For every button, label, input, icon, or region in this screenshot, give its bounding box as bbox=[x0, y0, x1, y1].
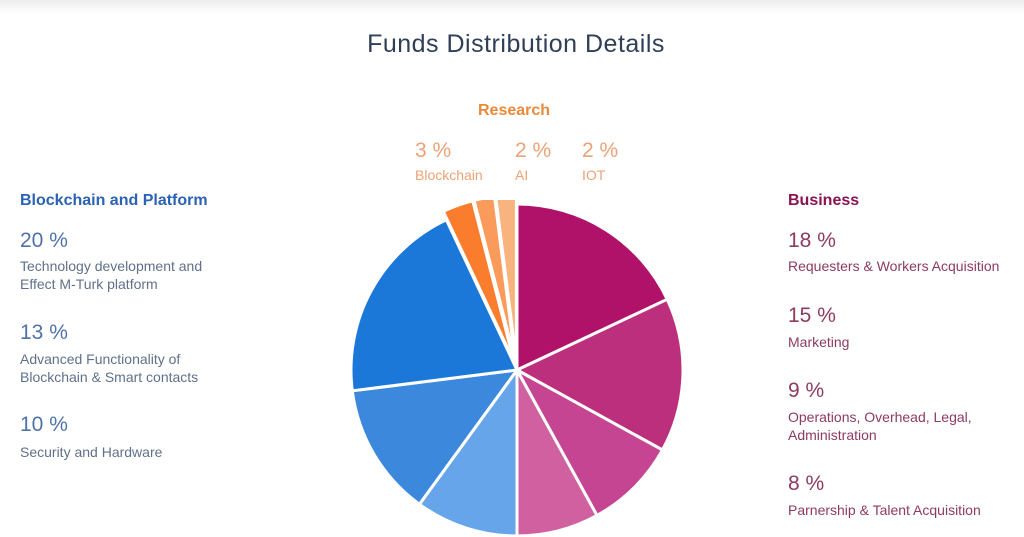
research-group-title: Research bbox=[478, 102, 551, 119]
advanced-func-desc-line1: Advanced Functionality of bbox=[20, 351, 181, 367]
pie-slice-5 bbox=[417, 368, 519, 537]
tech-dev-desc-line1: Technology development and bbox=[20, 258, 203, 274]
partnership-desc: Parnership & Talent Acquisition bbox=[788, 502, 981, 518]
funds-pie-chart bbox=[349, 200, 685, 537]
pie-slice-9 bbox=[472, 200, 517, 363]
pie-slice-1 bbox=[515, 202, 669, 372]
operations-percent: 9 % bbox=[788, 379, 825, 402]
page-title: Funds Distribution Details bbox=[367, 30, 665, 58]
research-iot-percent: 2 % bbox=[582, 139, 619, 162]
marketing-percent: 15 % bbox=[788, 304, 836, 327]
top-shade bbox=[0, 0, 1024, 14]
advanced-func-desc-line2: Blockchain & Smart contacts bbox=[20, 369, 199, 385]
marketing-desc: Marketing bbox=[788, 334, 850, 350]
research-blockchain-label: Blockchain bbox=[415, 167, 483, 183]
research-ai-label: AI bbox=[515, 167, 529, 183]
pie-slice-7 bbox=[349, 218, 519, 393]
acquisition-percent: 18 % bbox=[788, 229, 836, 252]
security-percent: 10 % bbox=[20, 413, 68, 436]
partnership-percent: 8 % bbox=[788, 472, 825, 495]
research-blockchain-percent: 3 % bbox=[415, 139, 452, 162]
tech-dev-desc-line2: Effect M-Turk platform bbox=[20, 276, 158, 292]
blockchain-group-title: Blockchain and Platform bbox=[20, 192, 208, 209]
pie-slice-3 bbox=[515, 368, 664, 517]
research-iot-label: IOT bbox=[582, 167, 606, 183]
research-ai-percent: 2 % bbox=[515, 139, 552, 162]
acquisition-desc: Requesters & Workers Acquisition bbox=[788, 258, 1000, 274]
pie-slice-6 bbox=[350, 368, 519, 506]
security-desc: Security and Hardware bbox=[20, 444, 163, 460]
operations-desc-line2: Administration bbox=[788, 427, 877, 443]
pie-slice-2 bbox=[515, 297, 685, 452]
tech-dev-percent: 20 % bbox=[20, 229, 68, 252]
operations-desc-line1: Operations, Overhead, Legal, bbox=[788, 409, 972, 425]
advanced-func-percent: 13 % bbox=[20, 321, 68, 344]
business-group-title: Business bbox=[788, 192, 860, 209]
pie-slice-10 bbox=[494, 200, 518, 363]
